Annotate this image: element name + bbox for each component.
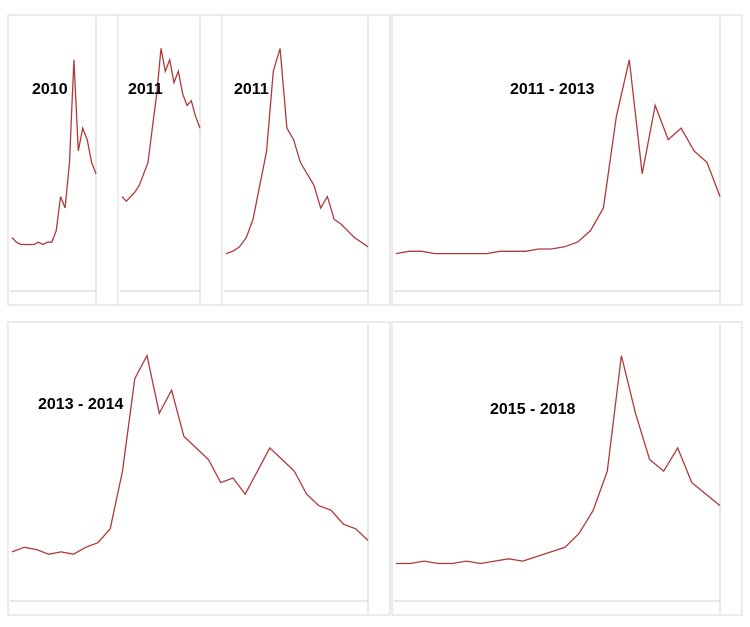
price-line <box>121 48 201 203</box>
period-label: 2015 - 2018 <box>490 401 576 418</box>
chart-panel <box>221 14 391 306</box>
price-line <box>11 353 369 555</box>
period-label: 2011 <box>234 81 269 98</box>
period-label: 2011 <box>128 81 163 98</box>
period-label: 2010 <box>32 81 68 98</box>
chart-panel <box>391 14 743 306</box>
chart-panel <box>7 14 119 306</box>
period-label: 2011 - 2013 <box>510 81 595 98</box>
price-line <box>395 59 721 255</box>
chart-panel <box>391 321 743 616</box>
chart-panel <box>7 321 391 616</box>
price-line <box>225 48 369 255</box>
price-line <box>11 59 97 246</box>
price-line <box>396 355 721 565</box>
period-label: 2013 - 2014 <box>38 396 124 413</box>
